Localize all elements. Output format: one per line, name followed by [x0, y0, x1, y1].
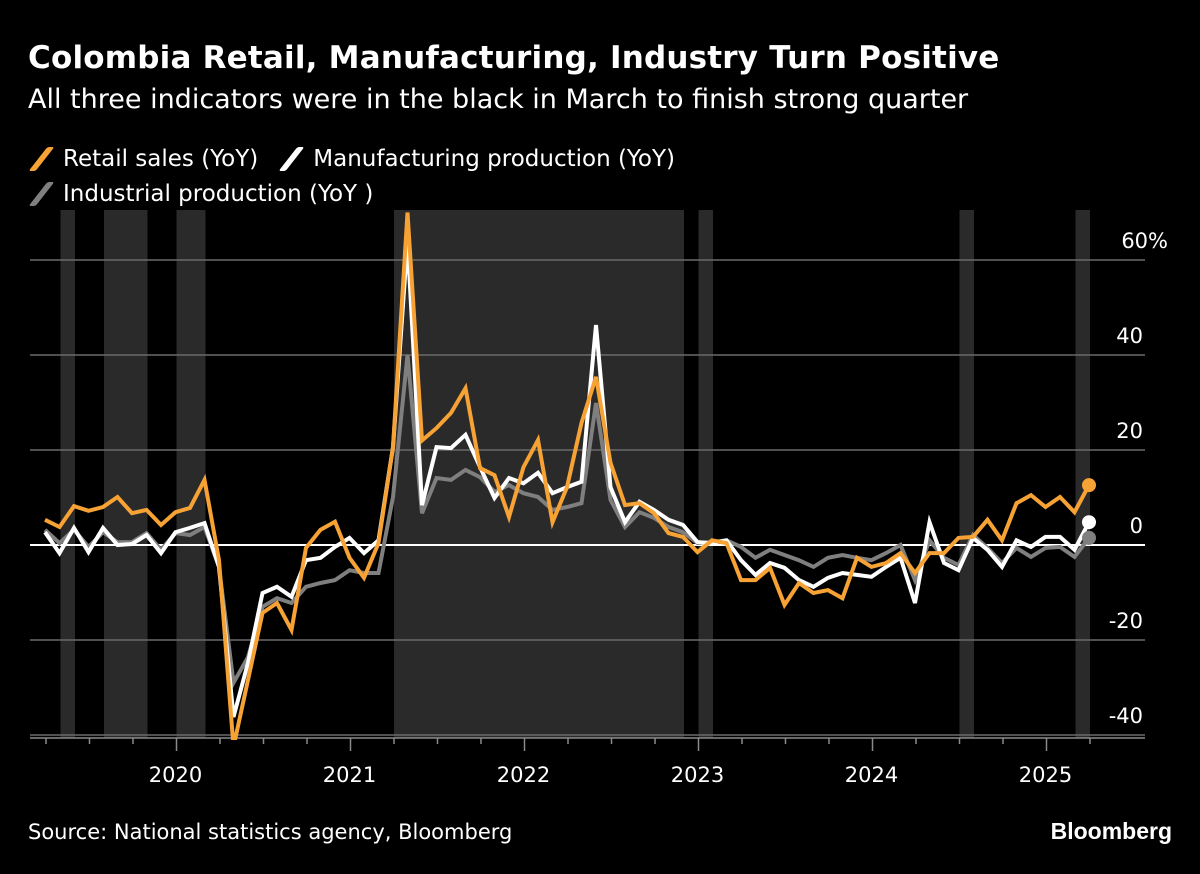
- legend-label-manufacturing: Manufacturing production (YoY): [313, 146, 676, 172]
- y-tick-label: 40: [1116, 324, 1143, 348]
- y-tick-label: 0: [1130, 514, 1143, 538]
- bloomberg-logo: Bloomberg: [1050, 818, 1172, 844]
- shaded-period: [60, 210, 75, 738]
- endpoint-dot-retail: [1082, 478, 1096, 493]
- shaded-period: [959, 210, 974, 738]
- x-tick-label: 2023: [671, 763, 724, 787]
- x-tick-label: 2021: [323, 763, 376, 787]
- y-tick-label: 20: [1116, 419, 1143, 443]
- chart-subtitle: All three indicators were in the black i…: [28, 84, 969, 115]
- legend-label-retail: Retail sales (YoY): [63, 146, 259, 172]
- shaded-period: [104, 210, 148, 738]
- series-line-retail: [44, 212, 1091, 740]
- y-tick-label: -20: [1109, 609, 1143, 633]
- x-tick-label: 2025: [1019, 763, 1072, 787]
- endpoint-dot-industrial: [1082, 530, 1096, 545]
- x-tick-label: 2024: [845, 763, 898, 787]
- x-tick-label: 2020: [149, 763, 202, 787]
- shaded-period: [1075, 210, 1090, 738]
- legend-item-manufacturing: Manufacturing production (YoY): [278, 146, 675, 172]
- legend-row-1: Retail sales (YoY) Manufacturing product…: [28, 146, 695, 172]
- legend-item-industrial: Industrial production (YoY ): [28, 181, 373, 207]
- y-tick-label: 60%: [1121, 229, 1168, 253]
- source-note: Source: National statistics agency, Bloo…: [28, 820, 513, 844]
- legend-row-2: Industrial production (YoY ): [28, 181, 393, 207]
- shaded-period: [176, 210, 206, 738]
- endpoint-dot-manufacturing: [1082, 515, 1096, 530]
- y-tick-label: -40: [1109, 704, 1143, 728]
- x-tick-label: 2022: [497, 763, 550, 787]
- chart-title: Colombia Retail, Manufacturing, Industry…: [28, 40, 1000, 76]
- shaded-period: [698, 210, 713, 738]
- legend-item-retail: Retail sales (YoY): [28, 146, 258, 172]
- legend-label-industrial: Industrial production (YoY ): [63, 181, 374, 207]
